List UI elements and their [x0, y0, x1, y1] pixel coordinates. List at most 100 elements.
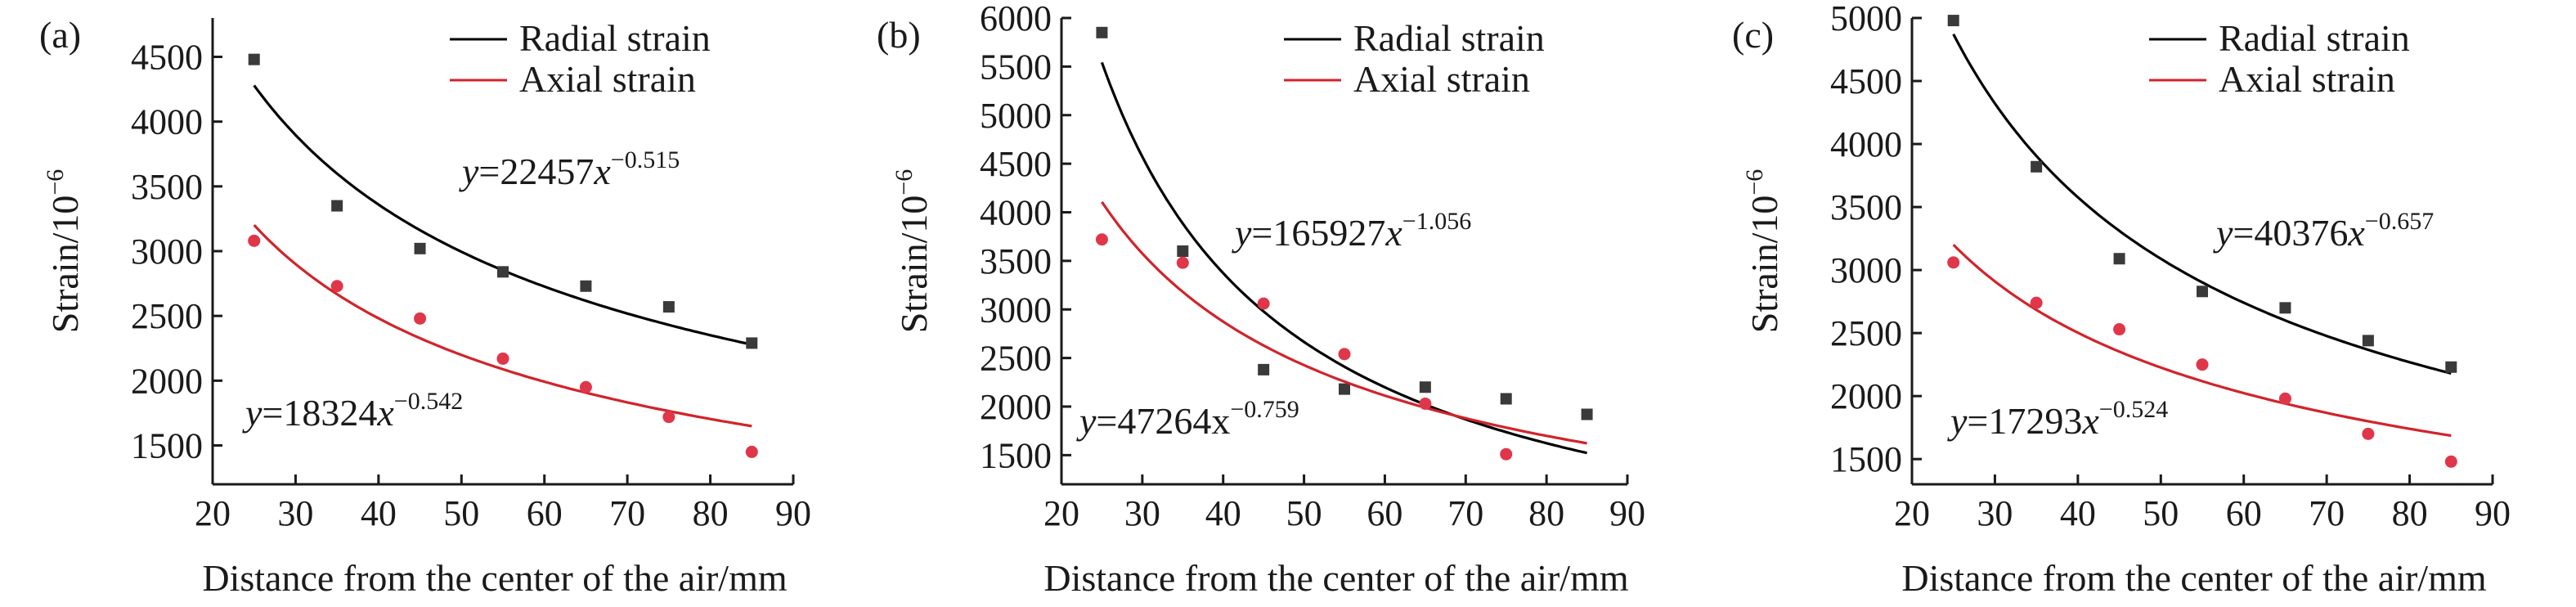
x-tick-label: 60 — [1367, 493, 1402, 533]
fit-equation-y: y — [2213, 212, 2233, 254]
y-tick-label: 2000 — [131, 361, 203, 401]
data-point-axial — [1338, 348, 1351, 361]
fit-equation-axial: y=47264x−0.759 — [1076, 396, 1299, 442]
data-point-axial — [414, 312, 427, 325]
y-axis-title-exponent: −6 — [42, 169, 69, 196]
data-point-axial — [1257, 297, 1270, 310]
x-tick-label: 20 — [1043, 493, 1079, 533]
y-axis-title: Strain/10−6 — [1741, 169, 1785, 334]
y-tick-label: 4500 — [980, 144, 1052, 184]
data-point-radial — [1096, 26, 1108, 38]
data-point-radial — [497, 266, 509, 278]
data-point-axial — [1176, 256, 1189, 269]
y-tick-label: 4000 — [1830, 124, 1902, 164]
legend-label-axial: Axial strain — [519, 58, 696, 100]
x-tick-label: 90 — [1609, 493, 1645, 533]
data-point-radial — [1177, 245, 1189, 257]
data-point-axial — [2196, 358, 2209, 371]
data-point-radial — [414, 242, 426, 254]
legend-label-axial: Axial strain — [1353, 58, 1530, 100]
fit-equation-coef: =40376 — [2233, 212, 2348, 254]
y-tick-label: 1500 — [1830, 439, 1902, 479]
fit-equation-radial: y=165927x−1.056 — [1232, 208, 1471, 254]
data-point-radial — [1419, 381, 1431, 393]
y-axis-title: Strain/10−6 — [42, 169, 86, 334]
x-tick-label: 60 — [527, 493, 563, 533]
data-point-radial — [2445, 361, 2457, 373]
data-point-axial — [579, 380, 592, 393]
x-tick-label: 80 — [2392, 493, 2428, 533]
data-point-axial — [745, 445, 758, 458]
data-point-axial — [496, 352, 509, 365]
fit-curve-axial — [1952, 243, 2452, 438]
data-point-axial — [662, 411, 675, 424]
data-point-axial — [1095, 233, 1108, 246]
data-point-axial — [1500, 447, 1513, 461]
y-tick-label: 5000 — [980, 96, 1052, 136]
fit-equation-radial: y=40376x−0.657 — [2213, 208, 2434, 254]
x-tick-label: 30 — [277, 493, 313, 533]
chart-panel-a: (a) 20 30 40 50 60 70 80 90 1500 2000 2500 3000 3500 4… — [39, 14, 811, 599]
fit-equation-y: y — [1947, 400, 1968, 442]
y-tick-label: 5000 — [1830, 0, 1902, 38]
chart-panel-b: (b) 20 30 40 50 60 70 80 90 1500 2000 2500 3000 3500 4… — [877, 0, 1645, 599]
x-tick-label: 30 — [1977, 493, 2013, 533]
y-tick-label: 4500 — [1830, 61, 1902, 101]
data-point-radial — [331, 200, 343, 212]
fit-equation-exponent: −0.524 — [2099, 396, 2168, 423]
x-axis-title: Distance from the center of the air/mm — [1901, 557, 2486, 599]
y-tick-label: 3500 — [980, 241, 1052, 281]
x-tick-label: 90 — [775, 493, 811, 533]
fit-equation-coef: =47264 — [1096, 400, 1211, 442]
panel-label: (a) — [39, 14, 81, 56]
fit-equation-x: x — [593, 151, 611, 192]
y-tick-label: 1500 — [131, 426, 203, 466]
y-tick-label: 4500 — [131, 38, 203, 78]
fit-equation-x: x — [1211, 400, 1230, 442]
fit-equation-coef: =22457 — [478, 151, 594, 192]
fit-equation-y: y — [459, 151, 479, 192]
data-point-axial — [1419, 397, 1432, 410]
data-point-radial — [1581, 408, 1593, 420]
x-tick-label: 40 — [1205, 493, 1241, 533]
fit-equation-exponent: −1.056 — [1402, 208, 1471, 235]
data-point-radial — [248, 53, 260, 65]
y-tick-label: 1500 — [980, 435, 1052, 475]
x-tick-label: 40 — [361, 493, 397, 533]
data-point-radial — [2197, 286, 2208, 298]
x-tick-label: 50 — [443, 493, 479, 533]
y-axis-title-exponent: −6 — [1741, 169, 1768, 196]
fit-curve-radial — [1100, 61, 1587, 455]
x-tick-label: 80 — [693, 493, 729, 533]
chart-panel-c: (c) 20 30 40 50 60 70 80 90 1500 2000 2500 3000 3500 4… — [1732, 0, 2511, 599]
legend-label-radial: Radial strain — [519, 17, 711, 59]
fit-equation-y: y — [242, 392, 263, 434]
y-tick-label: 2500 — [1830, 313, 1902, 353]
fit-equation-y: y — [1076, 400, 1097, 442]
fit-equation-x: x — [2347, 212, 2365, 254]
y-tick-label: 6000 — [980, 0, 1052, 38]
x-tick-label: 90 — [2475, 493, 2511, 533]
legend-label-radial: Radial strain — [1353, 17, 1545, 59]
x-axis-title: Distance from the center of the air/mm — [1043, 557, 1628, 599]
fit-equation-x: x — [376, 392, 394, 434]
y-tick-label: 3000 — [980, 290, 1052, 330]
fit-equation-exponent: −0.515 — [611, 146, 680, 173]
x-tick-label: 80 — [1528, 493, 1564, 533]
fit-equation-axial: y=17293x−0.524 — [1947, 396, 2168, 442]
data-point-radial — [2279, 302, 2291, 314]
x-tick-label: 20 — [1894, 493, 1930, 533]
fit-curve-axial — [1101, 200, 1587, 445]
y-tick-label: 2500 — [980, 339, 1052, 379]
fit-equation-exponent: −0.542 — [394, 388, 463, 415]
data-point-axial — [248, 234, 261, 247]
y-axis-title-text: Strain/10 — [44, 196, 86, 334]
data-point-radial — [2031, 160, 2043, 173]
fit-equation-y: y — [1232, 212, 1252, 254]
x-tick-label: 50 — [2143, 493, 2179, 533]
data-point-radial — [1947, 15, 1959, 27]
x-tick-label: 70 — [609, 493, 645, 533]
data-point-axial — [330, 280, 343, 293]
y-tick-label: 4000 — [131, 102, 203, 142]
y-tick-label: 2000 — [980, 387, 1052, 427]
